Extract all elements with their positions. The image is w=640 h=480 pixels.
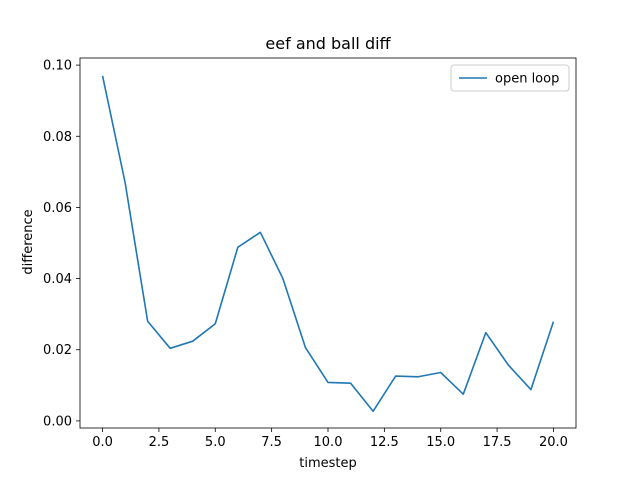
- y-tick-label: 0.06: [43, 201, 72, 216]
- legend-label: open loop: [495, 72, 559, 87]
- x-tick-label: 0.0: [92, 435, 113, 450]
- series-layer: [101, 75, 555, 413]
- x-axis: 0.0 2.5 5.0 7.5 10.0 12.5 15.0 17.5 20.0: [92, 428, 568, 450]
- x-tick-label: 15.0: [426, 435, 455, 450]
- y-tick-label: 0.02: [43, 343, 72, 358]
- x-axis-label: timestep: [299, 456, 357, 471]
- y-axis-label: difference: [21, 209, 36, 274]
- y-tick-label: 0.04: [43, 272, 72, 287]
- y-tick-label: 0.00: [43, 414, 72, 429]
- chart-title: eef and ball diff: [265, 34, 391, 53]
- x-tick-label: 2.5: [149, 435, 170, 450]
- x-tick-label: 12.5: [370, 435, 399, 450]
- y-axis: 0.00 0.02 0.04 0.06 0.08 0.10: [43, 59, 80, 429]
- legend-box: [450, 64, 570, 92]
- legend: open loop: [450, 64, 570, 92]
- x-tick-label: 10.0: [314, 435, 343, 450]
- y-tick-label: 0.08: [43, 130, 72, 145]
- x-tick-label: 17.5: [483, 435, 512, 450]
- x-tick-label: 7.5: [261, 435, 282, 450]
- y-tick-label: 0.10: [43, 59, 72, 74]
- series-line: [101, 75, 555, 413]
- x-tick-label: 20.0: [539, 435, 568, 450]
- x-tick-label: 5.0: [205, 435, 226, 450]
